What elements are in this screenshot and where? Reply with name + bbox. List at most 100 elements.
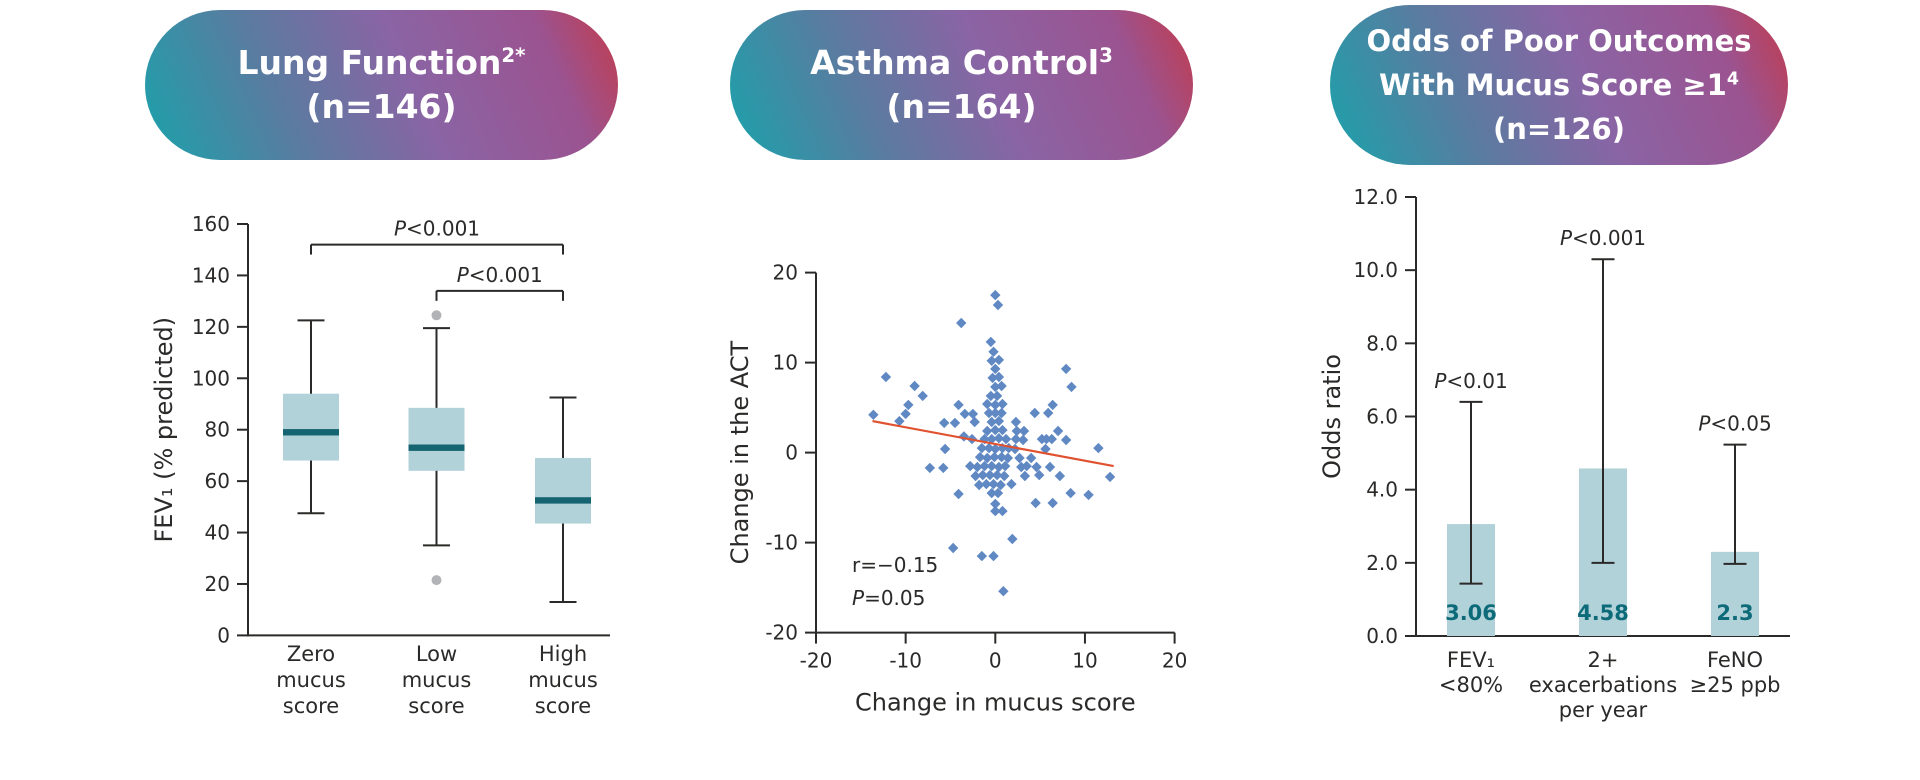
scatter-point [982, 398, 993, 410]
p-value-annotation: P=0.05 [852, 586, 925, 610]
panel-odds-poor-outcomes: Odds of Poor Outcomes With Mucus Score ≥… [1300, 0, 1860, 780]
y-tick-label: 0 [785, 441, 798, 465]
scatter-point [996, 407, 1007, 419]
scatter-point [997, 398, 1008, 410]
y-tick-label: 80 [205, 418, 230, 442]
scatter-point [1041, 433, 1052, 445]
title-superscript: 4 [1726, 69, 1739, 90]
scatter-point [917, 390, 928, 402]
category-label: score [283, 694, 339, 718]
scatter-point [993, 354, 1005, 366]
scatter-point [982, 425, 993, 437]
box-iqr [535, 457, 591, 524]
scatter-point [986, 433, 997, 445]
scatter-point [1018, 425, 1030, 437]
category-label: FeNO [1707, 648, 1763, 672]
scatter-point [1060, 363, 1072, 375]
scatter-point [900, 408, 911, 420]
median-line [535, 497, 591, 504]
scatter-point [990, 407, 1001, 419]
y-tick-label: 4.0 [1366, 478, 1398, 502]
scatter-axes: -20 -10 0 10 20 -20 -10 0 10 20 Change in mucus sc… [730, 261, 1187, 717]
scatter-point [1029, 407, 1040, 419]
scatter-point [1040, 443, 1051, 455]
scatter-point [993, 461, 1005, 473]
scatter-point [985, 390, 997, 402]
scatter-point [1065, 487, 1076, 499]
y-tick-label: 120 [192, 315, 230, 339]
p-value-label: P<0.001 [394, 217, 480, 241]
category-label: Zero [287, 642, 335, 666]
scatter-point [986, 487, 997, 499]
category-label: score [408, 694, 464, 718]
y-tick-label: 20 [205, 572, 230, 596]
scatter-point [1002, 452, 1014, 464]
scatter-point [986, 416, 997, 428]
box-low-mucus-score [408, 310, 465, 586]
scatter-point [1047, 399, 1058, 411]
p-value-label: P<0.001 [1560, 226, 1646, 250]
scatter-point [958, 431, 970, 442]
scatter-point [1104, 471, 1116, 483]
scatter-point [880, 371, 892, 383]
scatter-point [986, 460, 997, 472]
y-tick-label: 40 [205, 521, 230, 545]
scatter-point [987, 372, 998, 384]
scatter-point [1042, 407, 1054, 419]
scatter-point [938, 417, 950, 429]
scatter-point [1047, 497, 1058, 509]
panel-title: Asthma Control3 [810, 43, 1113, 82]
scatter-point [1046, 433, 1057, 445]
scatter-point [939, 443, 951, 455]
category-label: score [535, 694, 591, 718]
x-tick-label: 0 [989, 649, 1002, 673]
scatter-point [1006, 478, 1017, 490]
p-value-label: P<0.001 [457, 263, 543, 287]
bar-value-label: 3.06 [1445, 601, 1497, 625]
y-tick-label: 10.0 [1353, 258, 1398, 282]
y-tick-label: -10 [765, 531, 798, 555]
y-tick-label: 0 [217, 623, 230, 647]
y-tick-label: 2.0 [1366, 551, 1398, 575]
boxplot-chart: 0 20 40 60 80 100 120 140 160 FEV₁ (% predicted) Z… [150, 212, 610, 718]
y-tick-label: 160 [192, 212, 230, 236]
significance-bracket: P<0.001 [435, 263, 564, 301]
scatter-point [996, 380, 1007, 392]
p-value-label: P<0.01 [1434, 369, 1507, 393]
scatter-point [992, 487, 1004, 499]
panel-sample-size: (n=146) [306, 87, 457, 126]
scatter-point [953, 488, 964, 500]
scatter-point [999, 470, 1010, 482]
y-tick-label: 20 [773, 261, 798, 285]
p-value-label: P<0.05 [1698, 412, 1771, 436]
scatter-point [993, 433, 1005, 444]
scatter-point [992, 299, 1004, 311]
bar-value-label: 4.58 [1577, 601, 1629, 625]
scatter-chart: -20 -10 0 10 20 -20 -10 0 10 20 Change in mucus sc… [730, 261, 1187, 717]
scatter-point [985, 336, 997, 348]
scatter-point [903, 399, 914, 411]
y-tick-label: -20 [765, 621, 798, 645]
box-high-mucus-score [535, 396, 591, 603]
category-label: per year [1559, 698, 1648, 722]
panel-title-line2: With Mucus Score ≥14 [1379, 68, 1739, 102]
panel-header-asthma-control: Asthma Control3 (n=164) [730, 10, 1193, 160]
correlation-annotation: r=−0.15 [852, 553, 938, 577]
scatter-point [909, 380, 920, 392]
box-iqr [408, 407, 465, 471]
scatter-point [1000, 433, 1012, 445]
scatter-point [972, 461, 983, 473]
bar-chart: 0.0 2.0 4.0 6.0 8.0 10.0 12.0 Odds ratio 3.06 P<0… [1318, 185, 1790, 722]
y-tick-label: 100 [192, 366, 230, 390]
bar-2: 2.3 P<0.05 [1698, 412, 1772, 636]
scatter-point [986, 355, 997, 366]
scatter-point [1054, 470, 1066, 482]
scatter-point [984, 469, 996, 481]
title-superscript: 3 [1099, 44, 1113, 67]
box-zero-mucus-score [283, 319, 339, 515]
scatter-point [1021, 460, 1032, 472]
scatter-point [1034, 469, 1045, 481]
scatter-point [956, 317, 967, 329]
x-tick-label: 20 [1162, 649, 1187, 673]
category-label: <80% [1439, 673, 1503, 697]
